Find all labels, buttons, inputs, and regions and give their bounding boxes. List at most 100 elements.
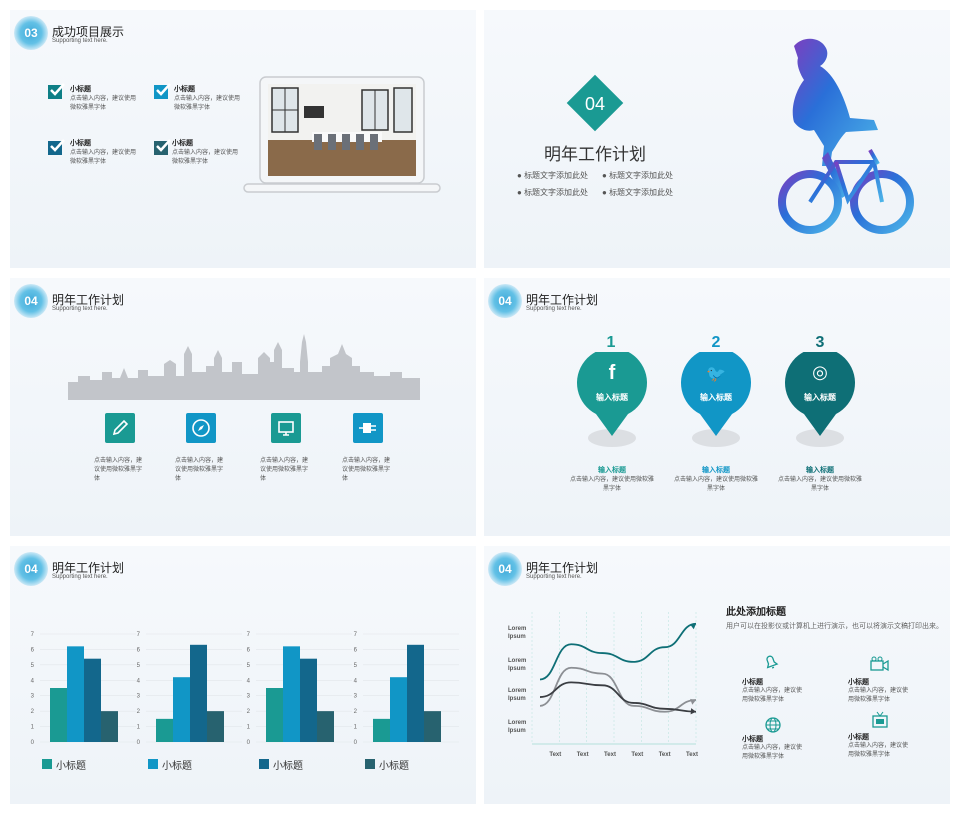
y-axis-label: Ipsum bbox=[508, 728, 526, 734]
bar bbox=[156, 718, 173, 742]
compass-icon bbox=[186, 413, 216, 443]
bullet-item: ● 标题文字添加此处 bbox=[517, 188, 589, 197]
y-tick-label: 3 bbox=[31, 694, 35, 700]
y-tick-label: 4 bbox=[31, 678, 35, 684]
bar bbox=[424, 711, 441, 742]
y-axis-label: Lorem bbox=[508, 720, 526, 726]
monitor-icon bbox=[271, 413, 301, 443]
bar bbox=[283, 646, 300, 742]
y-tick-label: 1 bbox=[31, 725, 35, 731]
series-line bbox=[539, 622, 697, 681]
x-tick-label: Text bbox=[577, 752, 589, 758]
bar-charts: 0 1 2 3 4 5 6 7 0 1 2 3 4 5 6 7 0 1 2 3 4 5 6 7 0 1 2 3 4 5 6 7 bbox=[31, 632, 459, 746]
y-tick-label: 3 bbox=[137, 694, 141, 700]
instagram-icon: ◎ bbox=[812, 362, 828, 382]
bar-chart: 0 1 2 3 4 5 6 7 bbox=[137, 632, 242, 746]
legend-swatch bbox=[148, 759, 158, 769]
y-tick-label: 2 bbox=[247, 709, 251, 715]
bar bbox=[390, 677, 407, 742]
y-tick-label: 3 bbox=[354, 694, 358, 700]
checkbox-icon bbox=[154, 83, 171, 99]
slide-title: 成功项目展示 bbox=[52, 25, 125, 39]
feature-title: 小标题 bbox=[848, 679, 869, 686]
map-pin bbox=[785, 352, 855, 447]
item-desc: 微软雅黑字体 bbox=[174, 105, 211, 111]
y-tick-label: 0 bbox=[247, 740, 251, 746]
bar bbox=[84, 658, 101, 742]
arrowhead bbox=[690, 708, 696, 715]
y-tick-label: 1 bbox=[354, 725, 358, 731]
cyclist-illustration bbox=[778, 38, 914, 234]
twitter-icon: 🐦 bbox=[706, 366, 726, 383]
intro-text: 用户可以在投影仪或计算机上进行演示，也可以将演示文稿打印出来。 bbox=[726, 623, 943, 630]
laptop-image bbox=[243, 76, 441, 193]
item-desc: 点击输入内容，建议使用 bbox=[172, 150, 239, 156]
pencil-icon bbox=[105, 413, 135, 443]
y-tick-label: 0 bbox=[137, 740, 141, 746]
slide-1[interactable]: 03 成功项目展示 Supporting text here. 小标题 点击输入… bbox=[10, 10, 476, 268]
caption: 点击输入内容，建 议使用微软雅黑字体 bbox=[175, 458, 224, 482]
slide-4[interactable]: 04 明年工作计划 Supporting text here. 1 f 输入标题… bbox=[484, 278, 950, 536]
checkbox-icon bbox=[48, 83, 65, 99]
item-desc: 点击输入内容，建议使用 bbox=[174, 96, 241, 102]
slide-header: 04 明年工作计划 Supporting text here. bbox=[488, 284, 688, 320]
pin-label: 输入标题 bbox=[596, 393, 628, 402]
y-tick-label: 6 bbox=[137, 647, 141, 653]
slide-3[interactable]: 04 明年工作计划 Supporting text here. 点击输入内容，建… bbox=[10, 278, 476, 536]
slide-title: 明年工作计划 bbox=[544, 145, 646, 164]
bullet-item: ● 标题文字添加此处 bbox=[602, 188, 674, 197]
section-badge: 04 bbox=[488, 284, 522, 318]
y-tick-label: 4 bbox=[354, 678, 358, 684]
y-tick-label: 0 bbox=[354, 740, 358, 746]
slide-title: 明年工作计划 bbox=[52, 293, 125, 307]
y-tick-label: 7 bbox=[354, 632, 358, 638]
slide-header: 04 明年工作计划 Supporting text here. bbox=[488, 552, 688, 588]
item-title: 小标题 bbox=[172, 140, 193, 147]
x-tick-label: Text bbox=[686, 752, 698, 758]
item-title: 小标题 bbox=[70, 140, 91, 147]
section-badge: 03 bbox=[14, 16, 48, 50]
slide-header: 03 成功项目展示 Supporting text here. bbox=[14, 16, 214, 52]
bar bbox=[407, 644, 424, 742]
y-tick-label: 1 bbox=[137, 725, 141, 731]
checkbox-icon bbox=[48, 139, 65, 155]
bar bbox=[173, 677, 190, 742]
section-number: 04 bbox=[584, 94, 606, 114]
legend-swatch bbox=[259, 759, 269, 769]
slide-6[interactable]: 04 明年工作计划 Supporting text here. Text Text… bbox=[484, 546, 950, 804]
item-desc: 微软雅黑字体 bbox=[172, 159, 209, 165]
item-title: 小标题 bbox=[174, 86, 195, 93]
bullet-item: ● 标题文字添加此处 bbox=[602, 171, 674, 180]
section-badge: 04 bbox=[14, 552, 48, 586]
arrowhead bbox=[690, 623, 696, 630]
section-number: 03 bbox=[24, 26, 38, 40]
legend-swatch bbox=[42, 759, 52, 769]
feature-title: 小标题 bbox=[742, 679, 763, 686]
y-tick-label: 7 bbox=[137, 632, 141, 638]
feature-desc: 点击输入内容，建议使 用微软雅黑字体 bbox=[742, 745, 803, 760]
slide-subtitle: Supporting text here. bbox=[52, 306, 108, 312]
y-tick-label: 6 bbox=[354, 647, 358, 653]
section-number: 04 bbox=[498, 294, 512, 308]
bar-chart: 0 1 2 3 4 5 6 7 bbox=[354, 632, 459, 746]
feature-desc: 点击输入内容，建议使 用微软雅黑字体 bbox=[848, 688, 909, 703]
caption: 点击输入内容，建 议使用微软雅黑字体 bbox=[342, 458, 391, 482]
y-axis-label: Ipsum bbox=[508, 634, 526, 640]
bullet-item: ● 标题文字添加此处 bbox=[517, 171, 589, 180]
pin-desc: 点击输入内容，建议使用微软雅 黑字体 bbox=[569, 477, 654, 492]
step-number: 3 bbox=[815, 334, 825, 351]
y-tick-label: 2 bbox=[354, 709, 358, 715]
slide-header: 04 明年工作计划 Supporting text here. bbox=[14, 284, 214, 320]
y-tick-label: 5 bbox=[354, 663, 358, 669]
slide-subtitle: Supporting text here. bbox=[52, 38, 108, 44]
legend-label: 小标题 bbox=[56, 761, 86, 772]
section-badge: 04 bbox=[14, 284, 48, 318]
pin-desc: 点击输入内容，建议使用微软雅 黑字体 bbox=[673, 477, 758, 492]
pin-label: 输入标题 bbox=[804, 393, 836, 402]
slide-2[interactable]: 04 明年工作计划 ● 标题文字添加此处 ● 标题文字添加此处 ● 标题文字添加… bbox=[484, 10, 950, 268]
step-number: 2 bbox=[711, 334, 721, 351]
bar bbox=[373, 718, 390, 742]
facebook-icon: f bbox=[608, 362, 616, 384]
map-pin bbox=[577, 352, 647, 447]
